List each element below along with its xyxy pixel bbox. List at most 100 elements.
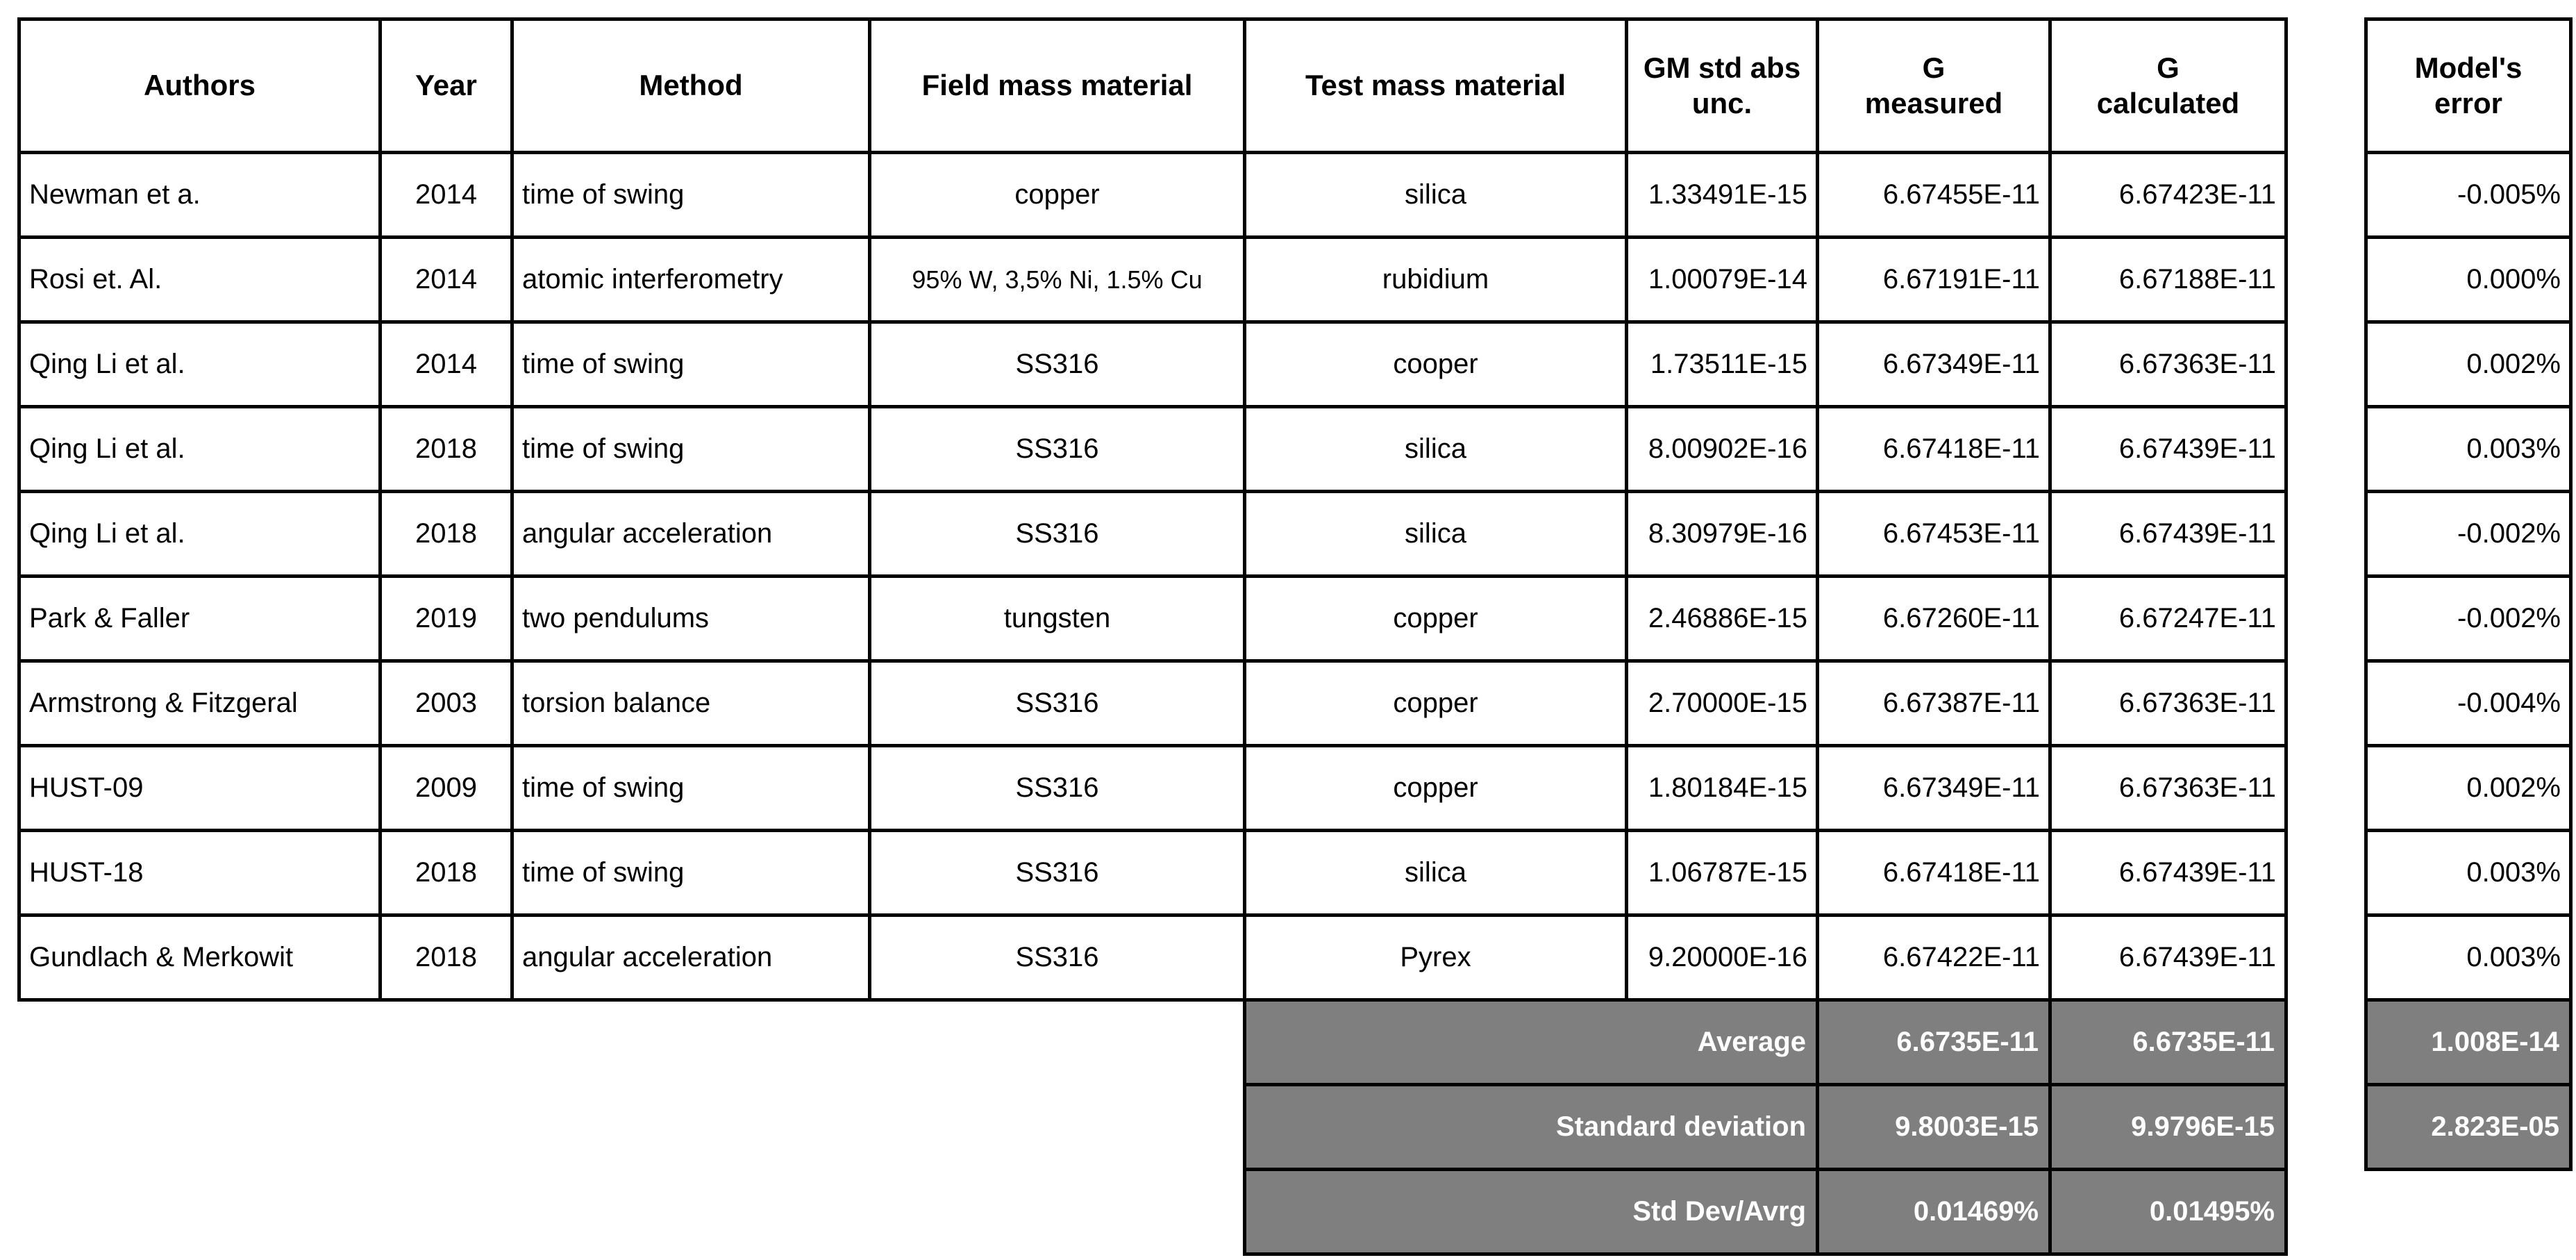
g-calculated-header: G calculated (2048, 17, 2288, 154)
std-dev-label: Standard deviation (1243, 1083, 1819, 1171)
table-row: HUST-09 2009 time of swing SS316 copper … (17, 744, 2288, 832)
average-label: Average (1243, 998, 1819, 1086)
authors-cell: Rosi et. Al. (17, 235, 382, 324)
std-dev-g-calculated: 9.9796E-15 (2048, 1083, 2288, 1171)
authors-cell: Park & Faller (17, 574, 382, 663)
table-row: -0.004% (2364, 659, 2573, 747)
method-cell: torsion balance (510, 659, 871, 747)
field-mass-cell: SS316 (868, 829, 1246, 917)
authors-cell: Qing Li et al. (17, 490, 382, 578)
table-row: Qing Li et al. 2018 time of swing SS316 … (17, 405, 2288, 493)
year-cell: 2003 (378, 659, 514, 747)
field-mass-cell: SS316 (868, 744, 1246, 832)
table-row: 0.000% (2364, 235, 2573, 324)
model-error-cell: 0.003% (2364, 913, 2573, 1002)
authors-cell: HUST-18 (17, 829, 382, 917)
test-mass-header: Test mass material (1243, 17, 1628, 154)
method-cell: two pendulums (510, 574, 871, 663)
std-dev-model-error: 2.823E-05 (2364, 1083, 2573, 1171)
method-cell: angular acceleration (510, 490, 871, 578)
model-error-cell: 0.002% (2364, 320, 2573, 408)
table-row: Park & Faller 2019 two pendulums tungste… (17, 574, 2288, 663)
field-mass-cell: 95% W, 3,5% Ni, 1.5% Cu (868, 235, 1246, 324)
field-mass-cell: SS316 (868, 490, 1246, 578)
average-model-error: 1.008E-14 (2364, 998, 2573, 1086)
g-calculated-cell: 6.67363E-11 (2048, 744, 2288, 832)
authors-cell: Newman et a. (17, 151, 382, 239)
average-g-measured: 6.6735E-11 (1816, 998, 2052, 1086)
table-row: 0.003% (2364, 913, 2573, 1002)
method-header: Method (510, 17, 871, 154)
table-row: Armstrong & Fitzgeral 2003 torsion balan… (17, 659, 2288, 747)
year-cell: 2014 (378, 320, 514, 408)
year-cell: 2018 (378, 490, 514, 578)
g-measured-cell: 6.67387E-11 (1816, 659, 2052, 747)
table-row: -0.002% (2364, 490, 2573, 578)
gm-unc-cell: 1.80184E-15 (1625, 744, 1819, 832)
average-g-calculated: 6.6735E-11 (2048, 998, 2288, 1086)
model-error-cell: -0.002% (2364, 490, 2573, 578)
model-error-cell: -0.005% (2364, 151, 2573, 239)
g-measured-cell: 6.67418E-11 (1816, 829, 2052, 917)
year-cell: 2018 (378, 829, 514, 917)
table-row: 0.003% (2364, 405, 2573, 493)
table-row: Gundlach & Merkowit 2018 angular acceler… (17, 913, 2288, 1002)
year-cell: 2014 (378, 151, 514, 239)
gm-unc-cell: 1.73511E-15 (1625, 320, 1819, 408)
model-error-cell: 0.003% (2364, 405, 2573, 493)
field-mass-cell: SS316 (868, 659, 1246, 747)
g-measured-cell: 6.67422E-11 (1816, 913, 2052, 1002)
authors-cell: HUST-09 (17, 744, 382, 832)
year-cell: 2009 (378, 744, 514, 832)
table-row: Rosi et. Al. 2014 atomic interferometry … (17, 235, 2288, 324)
summary-row-std-dev: 2.823E-05 (2364, 1083, 2573, 1171)
g-measured-cell: 6.67349E-11 (1816, 744, 2052, 832)
method-cell: time of swing (510, 320, 871, 408)
header-row: Model's error (2364, 17, 2573, 154)
table-row: HUST-18 2018 time of swing SS316 silica … (17, 829, 2288, 917)
gm-unc-cell: 8.00902E-16 (1625, 405, 1819, 493)
year-cell: 2019 (378, 574, 514, 663)
field-mass-header: Field mass material (868, 17, 1246, 154)
g-calculated-cell: 6.67247E-11 (2048, 574, 2288, 663)
test-mass-cell: copper (1243, 744, 1628, 832)
table-row: Qing Li et al. 2014 time of swing SS316 … (17, 320, 2288, 408)
method-cell: time of swing (510, 405, 871, 493)
test-mass-cell: copper (1243, 659, 1628, 747)
year-cell: 2018 (378, 913, 514, 1002)
gm-unc-cell: 9.20000E-16 (1625, 913, 1819, 1002)
std-dev-avrg-g-measured: 0.01469% (1816, 1168, 2052, 1256)
table-row: 0.002% (2364, 744, 2573, 832)
g-calculated-cell: 6.67188E-11 (2048, 235, 2288, 324)
table-row: 0.003% (2364, 829, 2573, 917)
empty-area (19, 1085, 1245, 1170)
g-measured-cell: 6.67455E-11 (1816, 151, 2052, 239)
table-row: Qing Li et al. 2018 angular acceleration… (17, 490, 2288, 578)
model-error-header: Model's error (2364, 17, 2573, 154)
std-dev-avrg-g-calculated: 0.01495% (2048, 1168, 2288, 1256)
table-row: -0.005% (2364, 151, 2573, 239)
empty-area (19, 1170, 1245, 1254)
gm-unc-cell: 2.46886E-15 (1625, 574, 1819, 663)
g-calculated-cell: 6.67439E-11 (2048, 490, 2288, 578)
table-row: Newman et a. 2014 time of swing copper s… (17, 151, 2288, 239)
method-cell: angular acceleration (510, 913, 871, 1002)
model-error-table: Model's error -0.005% 0.000% 0.002% 0.00… (2364, 17, 2573, 1171)
gm-unc-cell: 2.70000E-15 (1625, 659, 1819, 747)
summary-row-std-dev-avrg: Std Dev/Avrg 0.01469% 0.01495% (19, 1168, 2288, 1256)
g-calculated-cell: 6.67423E-11 (2048, 151, 2288, 239)
summary-row-average: Average 6.6735E-11 6.6735E-11 (19, 998, 2288, 1086)
field-mass-cell: SS316 (868, 320, 1246, 408)
g-measured-cell: 6.67191E-11 (1816, 235, 2052, 324)
gm-unc-cell: 1.33491E-15 (1625, 151, 1819, 239)
header-row: Authors Year Method Field mass material … (17, 17, 2288, 154)
g-calculated-cell: 6.67439E-11 (2048, 913, 2288, 1002)
summary-row-std-dev: Standard deviation 9.8003E-15 9.9796E-15 (19, 1083, 2288, 1171)
measurements-table: Authors Year Method Field mass material … (17, 17, 2288, 1256)
field-mass-cell: copper (868, 151, 1246, 239)
year-header: Year (378, 17, 514, 154)
model-error-cell: 0.000% (2364, 235, 2573, 324)
method-cell: time of swing (510, 744, 871, 832)
field-mass-cell: tungsten (868, 574, 1246, 663)
